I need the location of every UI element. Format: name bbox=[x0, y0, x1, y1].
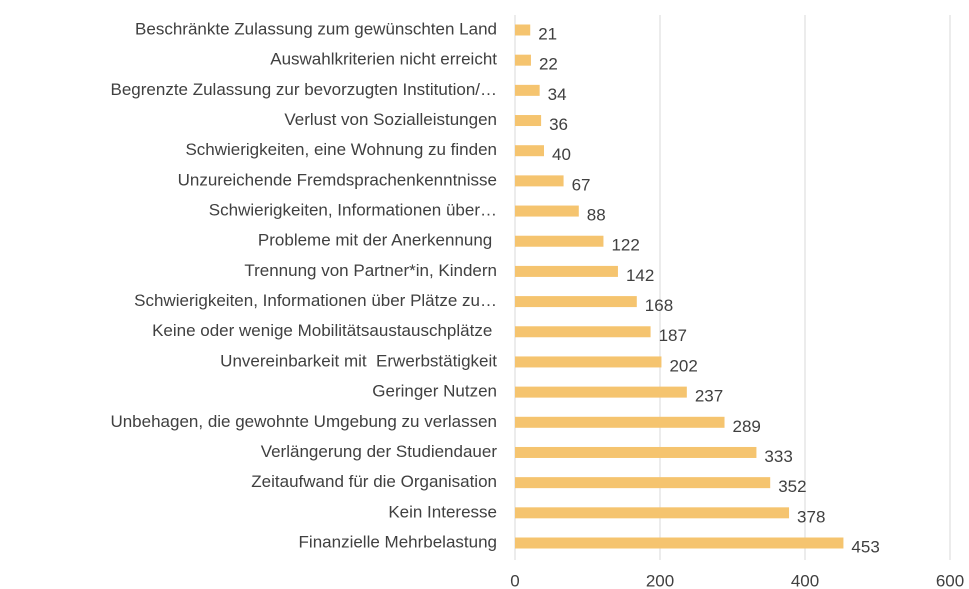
y-tick-label: Kein Interesse bbox=[388, 502, 497, 521]
data-label: 237 bbox=[695, 387, 723, 406]
y-tick-label: Keine oder wenige Mobilitätsaustauschplä… bbox=[152, 321, 497, 340]
data-label: 453 bbox=[851, 537, 879, 556]
data-label: 187 bbox=[659, 326, 687, 345]
y-tick-label: Auswahlkriterien nicht erreicht bbox=[270, 50, 497, 69]
bar bbox=[515, 507, 790, 519]
bar bbox=[515, 477, 771, 489]
data-label: 67 bbox=[572, 175, 591, 194]
bar bbox=[515, 416, 725, 428]
bar bbox=[515, 24, 531, 36]
bar bbox=[515, 265, 618, 277]
bar bbox=[515, 296, 637, 308]
bar bbox=[515, 326, 651, 338]
bar bbox=[515, 446, 757, 458]
x-tick-label: 0 bbox=[510, 571, 519, 589]
data-label: 202 bbox=[669, 356, 697, 375]
y-tick-label: Finanzielle Mehrbelastung bbox=[299, 532, 497, 551]
bar bbox=[515, 537, 844, 549]
data-label: 21 bbox=[538, 24, 557, 43]
bar bbox=[515, 115, 542, 127]
bar bbox=[515, 235, 604, 247]
bar bbox=[515, 145, 544, 157]
y-tick-label: Verlängerung der Studiendauer bbox=[261, 442, 498, 461]
data-label: 378 bbox=[797, 507, 825, 526]
y-tick-label: Schwierigkeiten, Informationen über… bbox=[209, 201, 497, 220]
y-tick-label: Verlust von Sozialleistungen bbox=[284, 110, 497, 129]
data-label: 40 bbox=[552, 145, 571, 164]
bar bbox=[515, 386, 687, 398]
bar bbox=[515, 175, 564, 187]
data-label: 142 bbox=[626, 266, 654, 285]
x-tick-label: 400 bbox=[791, 571, 819, 589]
data-label: 333 bbox=[764, 447, 792, 466]
bar bbox=[515, 205, 579, 217]
bar bbox=[515, 356, 662, 368]
data-label: 22 bbox=[539, 55, 558, 74]
data-label: 289 bbox=[733, 417, 761, 436]
x-tick-label: 600 bbox=[936, 571, 964, 589]
data-label: 122 bbox=[611, 236, 639, 255]
data-label: 34 bbox=[548, 85, 567, 104]
bar bbox=[515, 84, 540, 96]
y-tick-label: Probleme mit der Anerkennung bbox=[258, 231, 497, 250]
x-tick-label: 200 bbox=[646, 571, 674, 589]
y-tick-label: Begrenzte Zulassung zur bevorzugten Inst… bbox=[111, 80, 498, 99]
y-tick-label: Beschränkte Zulassung zum gewünschten La… bbox=[135, 19, 497, 38]
y-tick-label: Geringer Nutzen bbox=[372, 382, 497, 401]
data-label: 352 bbox=[778, 477, 806, 496]
y-tick-label: Schwierigkeiten, Informationen über Plät… bbox=[134, 291, 497, 310]
y-tick-label: Zeitaufwand für die Organisation bbox=[251, 472, 497, 491]
y-tick-label: Unzureichende Fremdsprachenkenntnisse bbox=[178, 170, 497, 189]
y-tick-label: Unvereinbarkeit mit Erwerbstätigkeit bbox=[220, 351, 497, 370]
bar bbox=[515, 54, 531, 66]
data-label: 88 bbox=[587, 206, 606, 225]
data-label: 168 bbox=[645, 296, 673, 315]
y-tick-label: Unbehagen, die gewohnte Umgebung zu verl… bbox=[110, 412, 497, 431]
y-tick-label: Schwierigkeiten, eine Wohnung zu finden bbox=[185, 140, 497, 159]
y-tick-label: Trennung von Partner*in, Kindern bbox=[244, 261, 497, 280]
data-label: 36 bbox=[549, 115, 568, 134]
